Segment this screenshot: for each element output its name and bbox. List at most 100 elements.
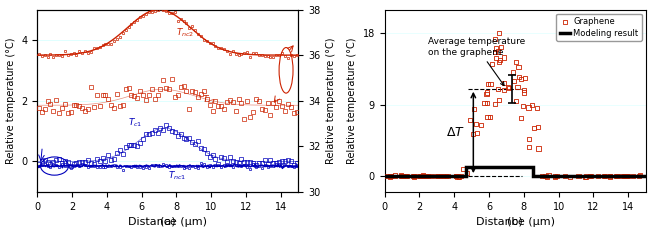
Graphene [457, 167, 468, 171]
Graphene [549, 174, 560, 178]
Graphene [532, 106, 542, 109]
Graphene [494, 31, 504, 35]
Graphene [390, 173, 401, 177]
Graphene [537, 174, 547, 178]
Text: $T_{nc1}$: $T_{nc1}$ [167, 169, 186, 182]
Y-axis label: Relative temperature (°C): Relative temperature (°C) [326, 37, 336, 164]
Graphene [620, 174, 630, 178]
Graphene [493, 87, 504, 91]
Graphene [422, 174, 433, 178]
Graphene [524, 137, 535, 141]
Graphene [634, 173, 645, 177]
Graphene [432, 174, 443, 178]
Graphene [598, 174, 609, 178]
Graphene [414, 174, 425, 178]
Modeling result [641, 175, 649, 178]
Text: $T_{c1}$: $T_{c1}$ [128, 116, 142, 128]
Graphene [516, 116, 526, 120]
Graphene [481, 92, 492, 96]
Graphene [456, 174, 467, 178]
Graphene [621, 174, 632, 178]
Graphene [422, 174, 432, 178]
Graphene [622, 174, 632, 178]
Graphene [462, 171, 473, 175]
Graphene [490, 50, 500, 54]
Graphene [416, 174, 426, 178]
Graphene [418, 174, 429, 178]
Graphene [432, 174, 442, 178]
Graphene [549, 175, 560, 179]
Graphene [451, 174, 461, 178]
Legend: Graphene, Modeling result: Graphene, Modeling result [556, 14, 641, 41]
Graphene [540, 174, 551, 178]
Modeling result [381, 175, 389, 178]
Graphene [498, 88, 509, 92]
Graphene [402, 174, 412, 178]
Graphene [414, 174, 424, 178]
Graphene [496, 45, 506, 49]
X-axis label: Distance (μm): Distance (μm) [475, 217, 555, 227]
Graphene [453, 175, 464, 179]
Graphene [528, 126, 539, 130]
Graphene [472, 131, 483, 135]
Graphene [483, 82, 494, 86]
Graphene [440, 174, 451, 178]
Graphene [385, 174, 395, 178]
Graphene [585, 174, 595, 178]
Graphene [523, 106, 534, 109]
Graphene [494, 98, 504, 102]
Graphene [518, 88, 529, 92]
Graphene [533, 147, 544, 151]
Graphene [479, 101, 490, 105]
X-axis label: Distance (μm): Distance (μm) [128, 217, 207, 227]
Graphene [494, 60, 504, 64]
Graphene [485, 115, 495, 119]
Graphene [542, 175, 552, 179]
Graphene [490, 37, 500, 41]
Graphene [622, 174, 633, 178]
Text: (a): (a) [160, 217, 175, 227]
Graphene [512, 85, 523, 89]
Graphene [605, 174, 616, 178]
Text: $T_{nc2}$: $T_{nc2}$ [176, 26, 195, 39]
Graphene [397, 174, 408, 178]
Graphene [418, 174, 429, 178]
Text: $\Delta T$: $\Delta T$ [446, 126, 465, 139]
Graphene [628, 174, 638, 178]
Y-axis label: Relative temperature (°C): Relative temperature (°C) [347, 37, 357, 164]
Graphene [450, 174, 461, 178]
Graphene [498, 81, 509, 85]
Line: Modeling result: Modeling result [385, 167, 645, 176]
Graphene [580, 175, 591, 179]
Graphene [438, 174, 449, 178]
Graphene [491, 46, 502, 50]
Graphene [408, 174, 418, 178]
Graphene [471, 122, 481, 126]
Graphene [408, 174, 419, 178]
Graphene [482, 115, 493, 119]
Graphene [452, 174, 463, 178]
Graphene [509, 79, 520, 83]
Graphene [504, 86, 514, 90]
Graphene [401, 174, 411, 178]
Graphene [490, 102, 500, 106]
Graphene [420, 174, 431, 178]
Text: Average temperature
on the graphene: Average temperature on the graphene [428, 37, 526, 86]
Graphene [611, 174, 622, 178]
Graphene [502, 85, 513, 89]
Graphene [381, 174, 392, 178]
Modeling result [528, 166, 536, 169]
Graphene [468, 107, 479, 111]
Graphene [565, 175, 575, 179]
Graphene [551, 174, 562, 178]
Graphene [520, 76, 530, 80]
Graphene [507, 70, 518, 74]
Modeling result [528, 175, 536, 178]
Modeling result [462, 166, 470, 169]
Graphene [514, 75, 524, 79]
Graphene [599, 174, 610, 178]
Graphene [511, 99, 522, 103]
Graphene [482, 101, 493, 105]
Graphene [491, 56, 501, 60]
Graphene [616, 174, 626, 178]
